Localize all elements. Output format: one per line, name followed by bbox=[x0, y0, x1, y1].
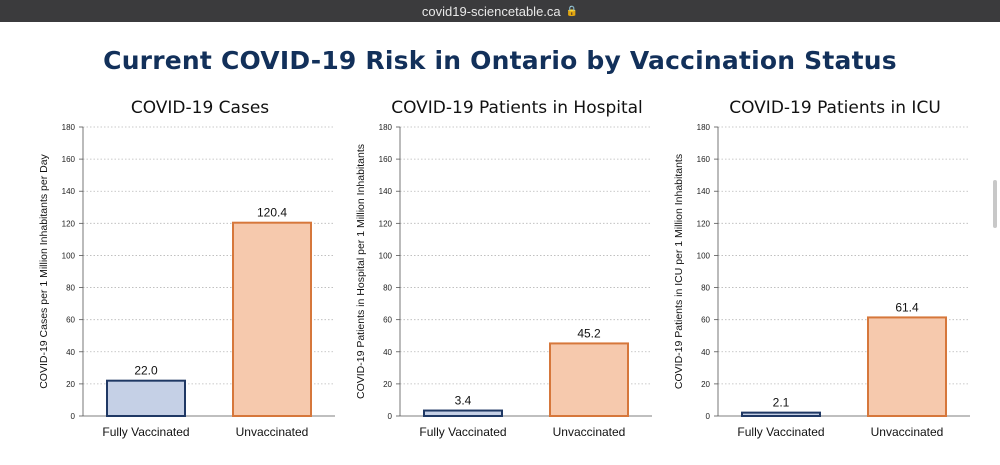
y-tick-label: 0 bbox=[388, 412, 393, 421]
y-tick-label: 20 bbox=[66, 380, 75, 389]
page-scrollbar[interactable] bbox=[993, 180, 997, 228]
x-tick-label: Fully Vaccinated bbox=[737, 425, 824, 439]
bar-fully-vaccinated bbox=[423, 409, 503, 417]
bar-fully-vaccinated bbox=[741, 411, 821, 417]
bar-value-label: 120.4 bbox=[257, 206, 287, 220]
y-tick-label: 100 bbox=[697, 251, 711, 260]
y-tick-label: 160 bbox=[62, 155, 76, 164]
y-tick-label: 120 bbox=[62, 219, 76, 228]
y-tick-label: 180 bbox=[697, 123, 711, 132]
y-tick-label: 120 bbox=[379, 219, 393, 228]
y-tick-label: 20 bbox=[701, 380, 710, 389]
y-tick-label: 60 bbox=[701, 316, 710, 325]
bar-value-label: 22.0 bbox=[134, 364, 158, 378]
chart-panel-icu: COVID-19 Patients in ICU 0 20 40 60 80 100 120… bbox=[670, 94, 1000, 454]
page-title: Current COVID-19 Risk in Ontario by Vacc… bbox=[103, 46, 897, 75]
y-tick-label: 0 bbox=[706, 412, 711, 421]
x-tick-label: Unvaccinated bbox=[871, 425, 944, 439]
y-axis-label: COVID-19 Cases per 1 Million Inhabitants… bbox=[38, 153, 50, 388]
y-tick-label: 140 bbox=[62, 187, 76, 196]
y-tick-label: 40 bbox=[66, 348, 75, 357]
y-tick-label: 160 bbox=[379, 155, 393, 164]
chart-panel-cases: COVID-19 Cases 0 20 40 60 80 100 120 140 160 180 C… bbox=[35, 94, 365, 454]
y-axis-label: COVID-19 Patients in Hospital per 1 Mill… bbox=[355, 144, 367, 399]
y-tick-label: 180 bbox=[62, 123, 76, 132]
chart-svg: 0 20 40 60 80 100 120 140 160 180 COVID-19 Patient… bbox=[673, 123, 970, 439]
chart-svg: 0 20 40 60 80 100 120 140 160 180 COVID-19 Cases p… bbox=[38, 123, 335, 439]
x-tick-label: Fully Vaccinated bbox=[419, 425, 506, 439]
lock-icon: 🔒 bbox=[565, 5, 579, 17]
y-tick-label: 100 bbox=[379, 251, 393, 260]
bar-fully-vaccinated bbox=[106, 379, 186, 417]
y-tick-label: 80 bbox=[701, 284, 710, 293]
x-tick-label: Unvaccinated bbox=[236, 425, 309, 439]
y-tick-label: 0 bbox=[71, 412, 76, 421]
chart-title: COVID-19 Patients in ICU bbox=[729, 98, 941, 118]
bar-unvaccinated bbox=[867, 316, 947, 417]
bar-unvaccinated bbox=[549, 342, 629, 418]
y-tick-label: 140 bbox=[697, 187, 711, 196]
y-tick-label: 140 bbox=[379, 187, 393, 196]
y-tick-label: 60 bbox=[383, 316, 392, 325]
browser-url-bar[interactable]: covid19-sciencetable.ca 🔒 bbox=[0, 0, 1000, 22]
chart-title: COVID-19 Patients in Hospital bbox=[391, 98, 643, 118]
url-text[interactable]: covid19-sciencetable.ca bbox=[421, 3, 561, 19]
y-tick-label: 80 bbox=[66, 284, 75, 293]
bar-value-label: 3.4 bbox=[455, 394, 472, 408]
bar-value-label: 45.2 bbox=[577, 326, 601, 340]
chart-title: COVID-19 Cases bbox=[130, 98, 270, 118]
y-tick-label: 20 bbox=[383, 380, 392, 389]
bar-value-label: 61.4 bbox=[895, 300, 919, 314]
y-tick-label: 160 bbox=[697, 155, 711, 164]
bar-unvaccinated bbox=[232, 221, 312, 417]
x-tick-label: Unvaccinated bbox=[553, 425, 626, 439]
y-tick-label: 80 bbox=[383, 284, 392, 293]
y-tick-label: 180 bbox=[379, 123, 393, 132]
bar-value-label: 2.1 bbox=[773, 396, 790, 410]
y-tick-label: 60 bbox=[66, 316, 75, 325]
chart-svg: 0 20 40 60 80 100 120 140 160 180 COVID-19 Patient… bbox=[355, 123, 652, 439]
y-tick-label: 40 bbox=[383, 348, 392, 357]
y-axis-label: COVID-19 Patients in ICU per 1 Million I… bbox=[673, 154, 685, 389]
x-tick-label: Fully Vaccinated bbox=[102, 425, 189, 439]
chart-panel-hospital: COVID-19 Patients in Hospital 0 20 40 60 80 1… bbox=[352, 94, 682, 454]
y-tick-label: 120 bbox=[697, 219, 711, 228]
y-tick-label: 100 bbox=[62, 251, 76, 260]
y-tick-label: 40 bbox=[701, 348, 710, 357]
